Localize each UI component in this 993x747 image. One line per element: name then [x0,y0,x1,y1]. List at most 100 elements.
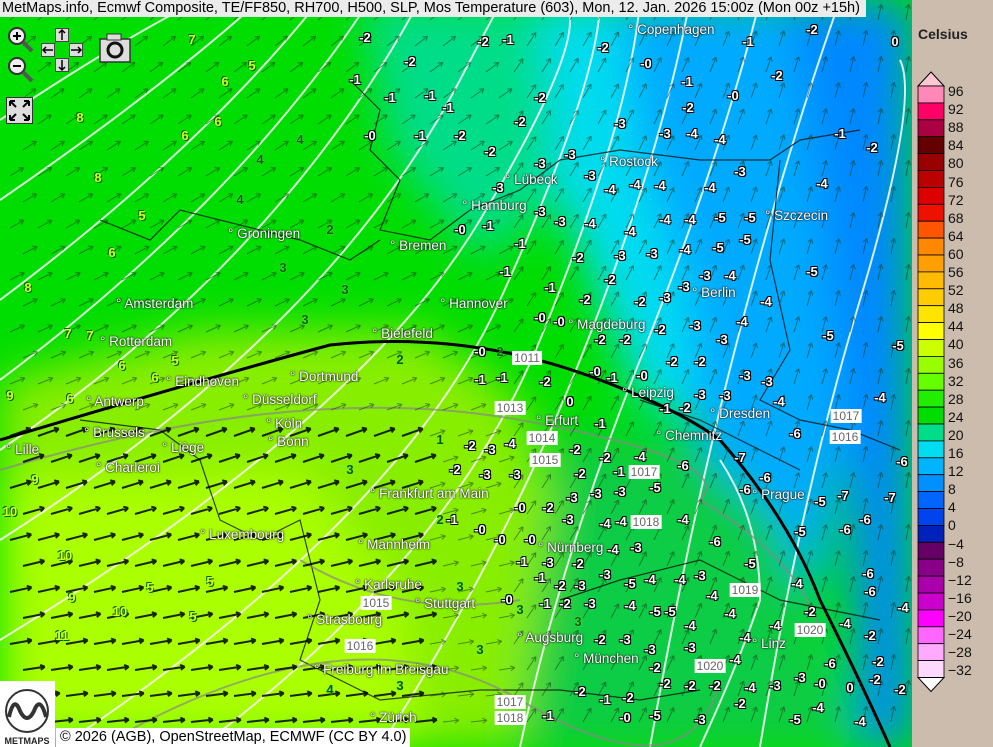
wind-arrow [37,219,53,229]
screenshot-button[interactable] [99,33,131,68]
wind-arrow [330,453,353,463]
temperature-field [0,0,912,747]
legend-max-arrow [916,71,946,87]
legend-label: 88 [948,119,964,136]
legend-label: −32 [948,662,972,679]
wind-arrow [582,395,592,411]
temperature-value: -2 [597,40,609,55]
wind-arrow [358,298,374,307]
wind-arrow [218,350,235,359]
wind-arrow [638,447,647,463]
wind-arrow [834,30,841,47]
temperature-value: -2 [359,30,371,45]
temperature-value: -6 [789,426,801,441]
wind-arrow [890,289,897,307]
wind-arrow [358,663,382,671]
wind-arrow [246,663,270,671]
wind-arrow [121,479,144,489]
wind-arrow [722,602,731,619]
wind-arrow [345,690,369,698]
temperature-value: 3 [516,602,524,617]
wind-arrow [470,455,487,463]
temperature-value: -6 [862,566,874,581]
arrow-up-icon [55,28,69,42]
wind-arrow [233,584,257,593]
wind-arrow [793,680,801,697]
wind-arrow [9,532,32,541]
wind-arrow [498,612,516,619]
city-label: ° Bielefeld [372,326,433,341]
temperature-value: -4 [897,600,909,615]
pan-right-button[interactable] [69,43,83,62]
legend-swatch [917,322,945,340]
wind-arrow [834,290,841,307]
wind-arrow [709,628,718,645]
temperature-value: -2 [659,676,671,691]
wind-arrow [653,109,662,125]
wind-arrow [22,505,45,515]
wind-arrow [722,342,731,359]
wind-arrow [386,558,410,567]
wind-arrow [190,88,205,99]
wind-arrow [246,558,270,567]
legend-swatch [917,524,945,543]
camera-icon [99,33,131,63]
wind-arrow [722,550,731,567]
wind-arrow [9,376,26,385]
temperature-value: -1 [474,372,486,387]
city-label: ° Rostock [600,154,658,169]
wind-arrow [554,83,564,99]
weather-map[interactable]: ° Copenhagen ° Rostock ° Lübeck ° Hamburg ° … [0,0,912,747]
wind-arrow [289,271,305,281]
wind-arrow [78,716,102,724]
wind-arrow [498,665,516,672]
wind-arrow [625,681,635,697]
wind-arrow [205,61,220,73]
zoom-out-button[interactable] [6,56,34,87]
wind-arrow [177,324,193,333]
wind-arrow [93,324,109,333]
wind-arrow [877,680,884,697]
wind-arrow [289,167,305,177]
wind-arrow [134,403,151,411]
temperature-value: -4 [654,178,666,193]
wind-arrow [414,403,431,411]
wind-arrow [485,219,501,229]
wind-arrow [653,629,662,645]
wind-arrow [694,342,703,359]
pan-up-button[interactable] [55,28,69,47]
zoom-out-icon [8,57,34,83]
wind-arrow [106,663,130,671]
wind-arrow [862,498,869,515]
wind-arrow [750,498,758,515]
wind-arrow [750,342,758,359]
wind-arrow [877,108,884,125]
wind-arrow [890,601,897,619]
zoom-in-button[interactable] [6,26,34,57]
wind-arrow [778,550,786,567]
wind-arrow [149,219,165,229]
temperature-value: -1 [384,90,396,105]
wind-arrow [666,187,675,203]
wind-arrow [302,350,319,359]
wind-arrow [274,35,289,47]
pan-down-button[interactable] [55,58,69,77]
fullscreen-button[interactable] [6,97,33,129]
wind-arrow [877,264,884,281]
pan-left-button[interactable] [41,43,55,62]
legend-label: −8 [948,553,964,570]
wind-arrow [821,212,829,229]
wind-arrow [457,376,474,385]
wind-arrow [37,271,53,281]
wind-arrow [93,114,108,125]
wind-arrow [597,525,607,541]
wind-arrow [162,35,177,47]
wind-arrow [442,560,459,567]
temperature-value: -2 [804,604,816,619]
wind-arrow [806,602,814,619]
temperature-value: -2 [734,696,746,711]
wind-arrow [106,403,123,411]
wind-arrow [694,134,703,151]
wind-arrow [162,140,177,151]
wind-arrow [289,376,306,385]
